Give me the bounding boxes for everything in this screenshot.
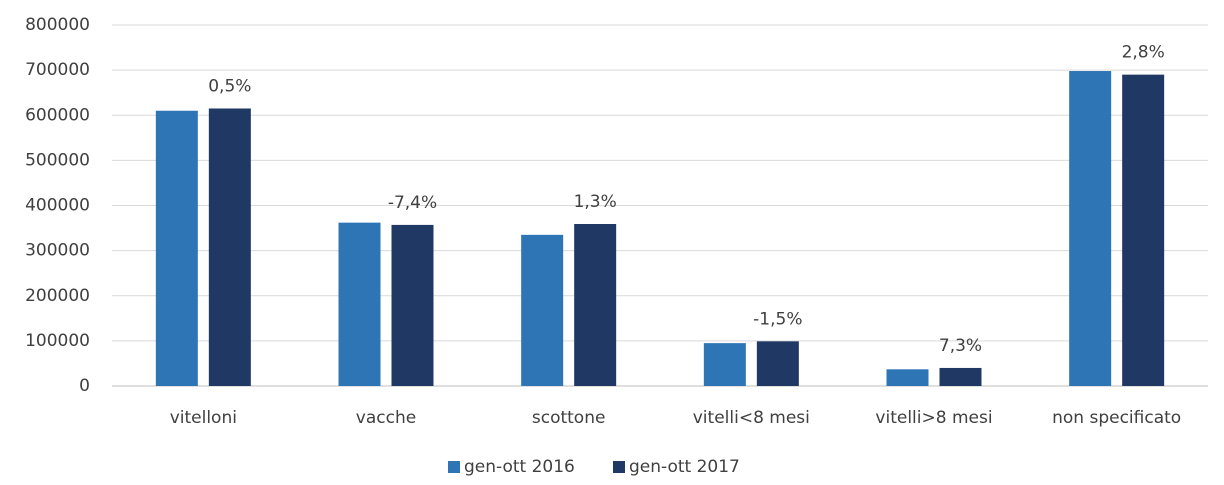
legend-swatch	[613, 461, 625, 473]
legend-label: gen-ott 2017	[629, 457, 740, 477]
bar	[886, 369, 929, 386]
bar	[703, 343, 746, 386]
annotation: 0,5%	[208, 76, 251, 96]
y-tick-label: 800000	[25, 15, 90, 35]
bar	[391, 224, 434, 386]
legend-label: gen-ott 2016	[464, 457, 575, 477]
x-tick-label: non specificato	[1052, 408, 1181, 428]
bar	[155, 110, 198, 387]
y-tick-label: 100000	[25, 331, 90, 351]
y-tick-label: 500000	[25, 150, 90, 170]
x-tick-label: scottone	[532, 408, 606, 428]
bar	[939, 367, 982, 386]
annotation: 2,8%	[1122, 43, 1165, 63]
x-tick-label: vitelli<8 mesi	[693, 408, 810, 428]
bar	[208, 108, 251, 386]
bar	[338, 222, 381, 386]
y-tick-label: 0	[79, 376, 90, 396]
y-tick-label: 200000	[25, 286, 90, 306]
y-tick-label: 600000	[25, 105, 90, 125]
bar	[1069, 71, 1112, 386]
legend-swatch	[448, 461, 460, 473]
annotation: -7,4%	[388, 193, 437, 213]
annotation: -1,5%	[753, 309, 802, 329]
annotation: 7,3%	[939, 336, 982, 356]
y-tick-label: 400000	[25, 196, 90, 216]
annotation: 1,3%	[574, 192, 617, 212]
x-tick-label: vacche	[356, 408, 416, 428]
y-tick-label: 300000	[25, 241, 90, 261]
bar	[756, 341, 799, 386]
x-tick-label: vitelli>8 mesi	[875, 408, 992, 428]
bar	[574, 224, 617, 386]
y-tick-label: 700000	[25, 60, 90, 80]
x-tick-label: vitelloni	[170, 408, 237, 428]
bar	[521, 234, 564, 386]
bar	[1122, 74, 1165, 386]
